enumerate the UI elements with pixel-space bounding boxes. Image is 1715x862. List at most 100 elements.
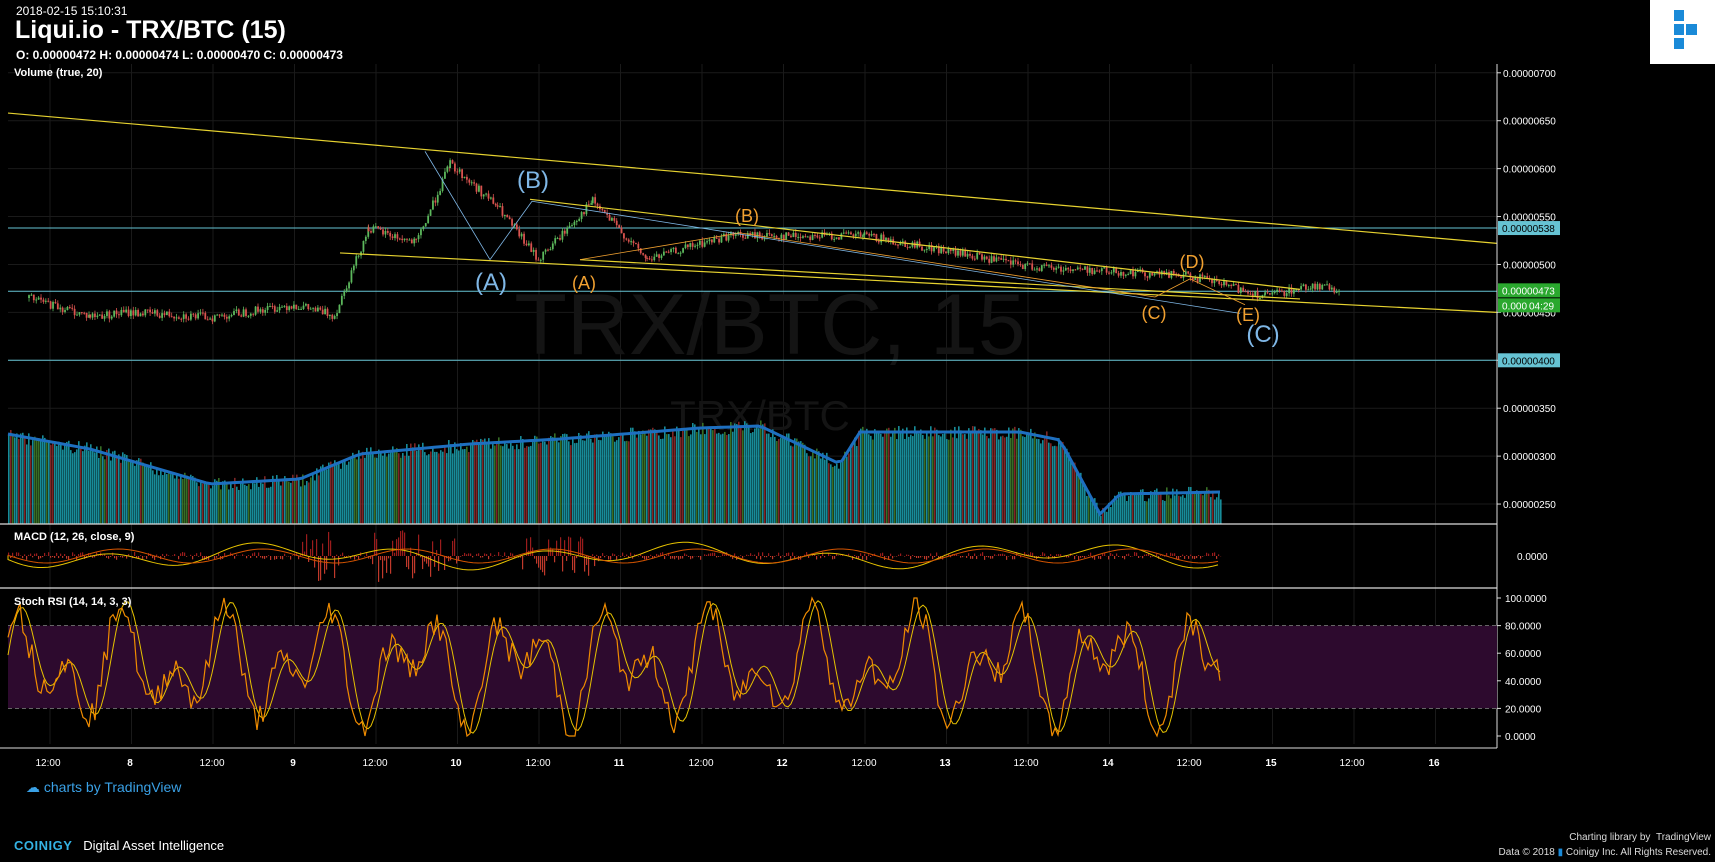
volume-bar [1080,472,1082,524]
candle-body [768,233,771,235]
volume-bar [292,474,294,524]
macd-histogram-bar [1214,552,1216,556]
volume-bar [1076,472,1078,524]
candle-body [1227,284,1230,286]
volume-bar [218,478,220,524]
volume-bar [908,436,910,524]
candle-body [273,306,276,312]
candle-body [1180,276,1182,278]
volume-bar [1118,491,1120,524]
tradingview-link[interactable]: TradingView [1655,832,1711,843]
candle-body [677,253,680,255]
candle-body [718,238,720,243]
macd-histogram-bar [1170,552,1172,556]
macd-histogram-bar [236,554,238,556]
macd-histogram-bar [1074,556,1076,560]
volume-bar [614,441,616,524]
price-tick-label: 0.00000350 [1503,404,1556,415]
volume-bar [932,436,934,524]
volume-bar [250,489,252,524]
macd-histogram-bar [608,556,610,560]
macd-histogram-bar [328,531,330,556]
volume-bar [666,434,668,524]
macd-histogram-bar [140,555,142,556]
volume-bar [738,421,740,524]
macd-histogram-bar [618,555,620,556]
macd-histogram-bar [688,556,690,557]
price-tick-label: 0.00000450 [1503,308,1556,319]
candle-body [261,309,264,313]
volume-bar [616,440,618,524]
price-tick-label: 0.00000550 [1503,213,1556,224]
macd-histogram-bar [762,552,764,556]
volume-bar [388,453,390,524]
volume-bar [234,477,236,524]
candle-body [909,246,911,248]
candle-body [1165,271,1168,275]
candle-body [818,237,821,239]
volume-bar [684,429,686,524]
macd-histogram-bar [298,556,300,560]
candle-body [1096,270,1098,272]
volume-bar [1004,437,1006,524]
volume-bar [658,435,660,524]
volume-bar [828,463,830,524]
candle-body [734,234,737,236]
candle-body [573,221,576,226]
macd-histogram-bar [186,556,188,557]
macd-histogram-bar [332,556,334,558]
tradingview-badge[interactable]: ☁ charts by TradingView [26,779,181,796]
volume-bar [1090,496,1092,524]
candle-body [925,248,928,250]
candle-body [1271,292,1274,295]
candle-body [833,238,836,240]
macd-histogram-bar [674,556,676,560]
volume-bar [870,435,872,524]
candle-body [1187,271,1190,274]
macd-histogram-bar [854,554,856,556]
volume-bar [610,433,612,524]
volume-bar [228,489,230,524]
candle-body [1297,289,1300,291]
volume-bar [302,474,304,524]
candle-body [492,197,495,204]
candle-body [990,256,993,263]
candle-body [1134,272,1137,277]
volume-bar [1136,495,1138,524]
coinigy-logo-icon[interactable] [1650,0,1715,64]
volume-bar [200,480,202,524]
candle-body [1060,266,1062,272]
macd-histogram-bar [480,556,482,558]
candle-body [644,254,647,258]
candle-body [787,232,790,236]
candle-body [897,244,899,246]
wave-label: (C) [1142,303,1167,323]
candle-body [377,226,380,229]
macd-histogram-bar [230,552,232,556]
macd-histogram-bar [1078,556,1080,560]
candle-body [503,214,506,216]
macd-histogram-bar [690,556,692,560]
macd-histogram-bar [794,556,796,559]
volume-bar [1120,491,1122,524]
volume-bar [1128,496,1130,524]
candle-body [439,190,442,195]
macd-histogram-bar [106,556,108,558]
volume-bar [76,449,78,524]
volume-bar [966,438,968,524]
volume-bar [204,483,206,524]
volume-bar [1020,429,1022,524]
candle-body [1247,291,1249,294]
macd-histogram-bar [1194,556,1196,560]
macd-histogram-bar [898,554,900,556]
volume-bar [1086,495,1088,524]
candle-body [854,233,857,237]
macd-histogram-bar [432,541,434,556]
candle-body [761,236,764,240]
candle-body [618,225,621,228]
volume-bar [790,445,792,524]
volume-bar [788,433,790,524]
volume-bar [792,446,794,524]
candle-body [494,203,497,206]
